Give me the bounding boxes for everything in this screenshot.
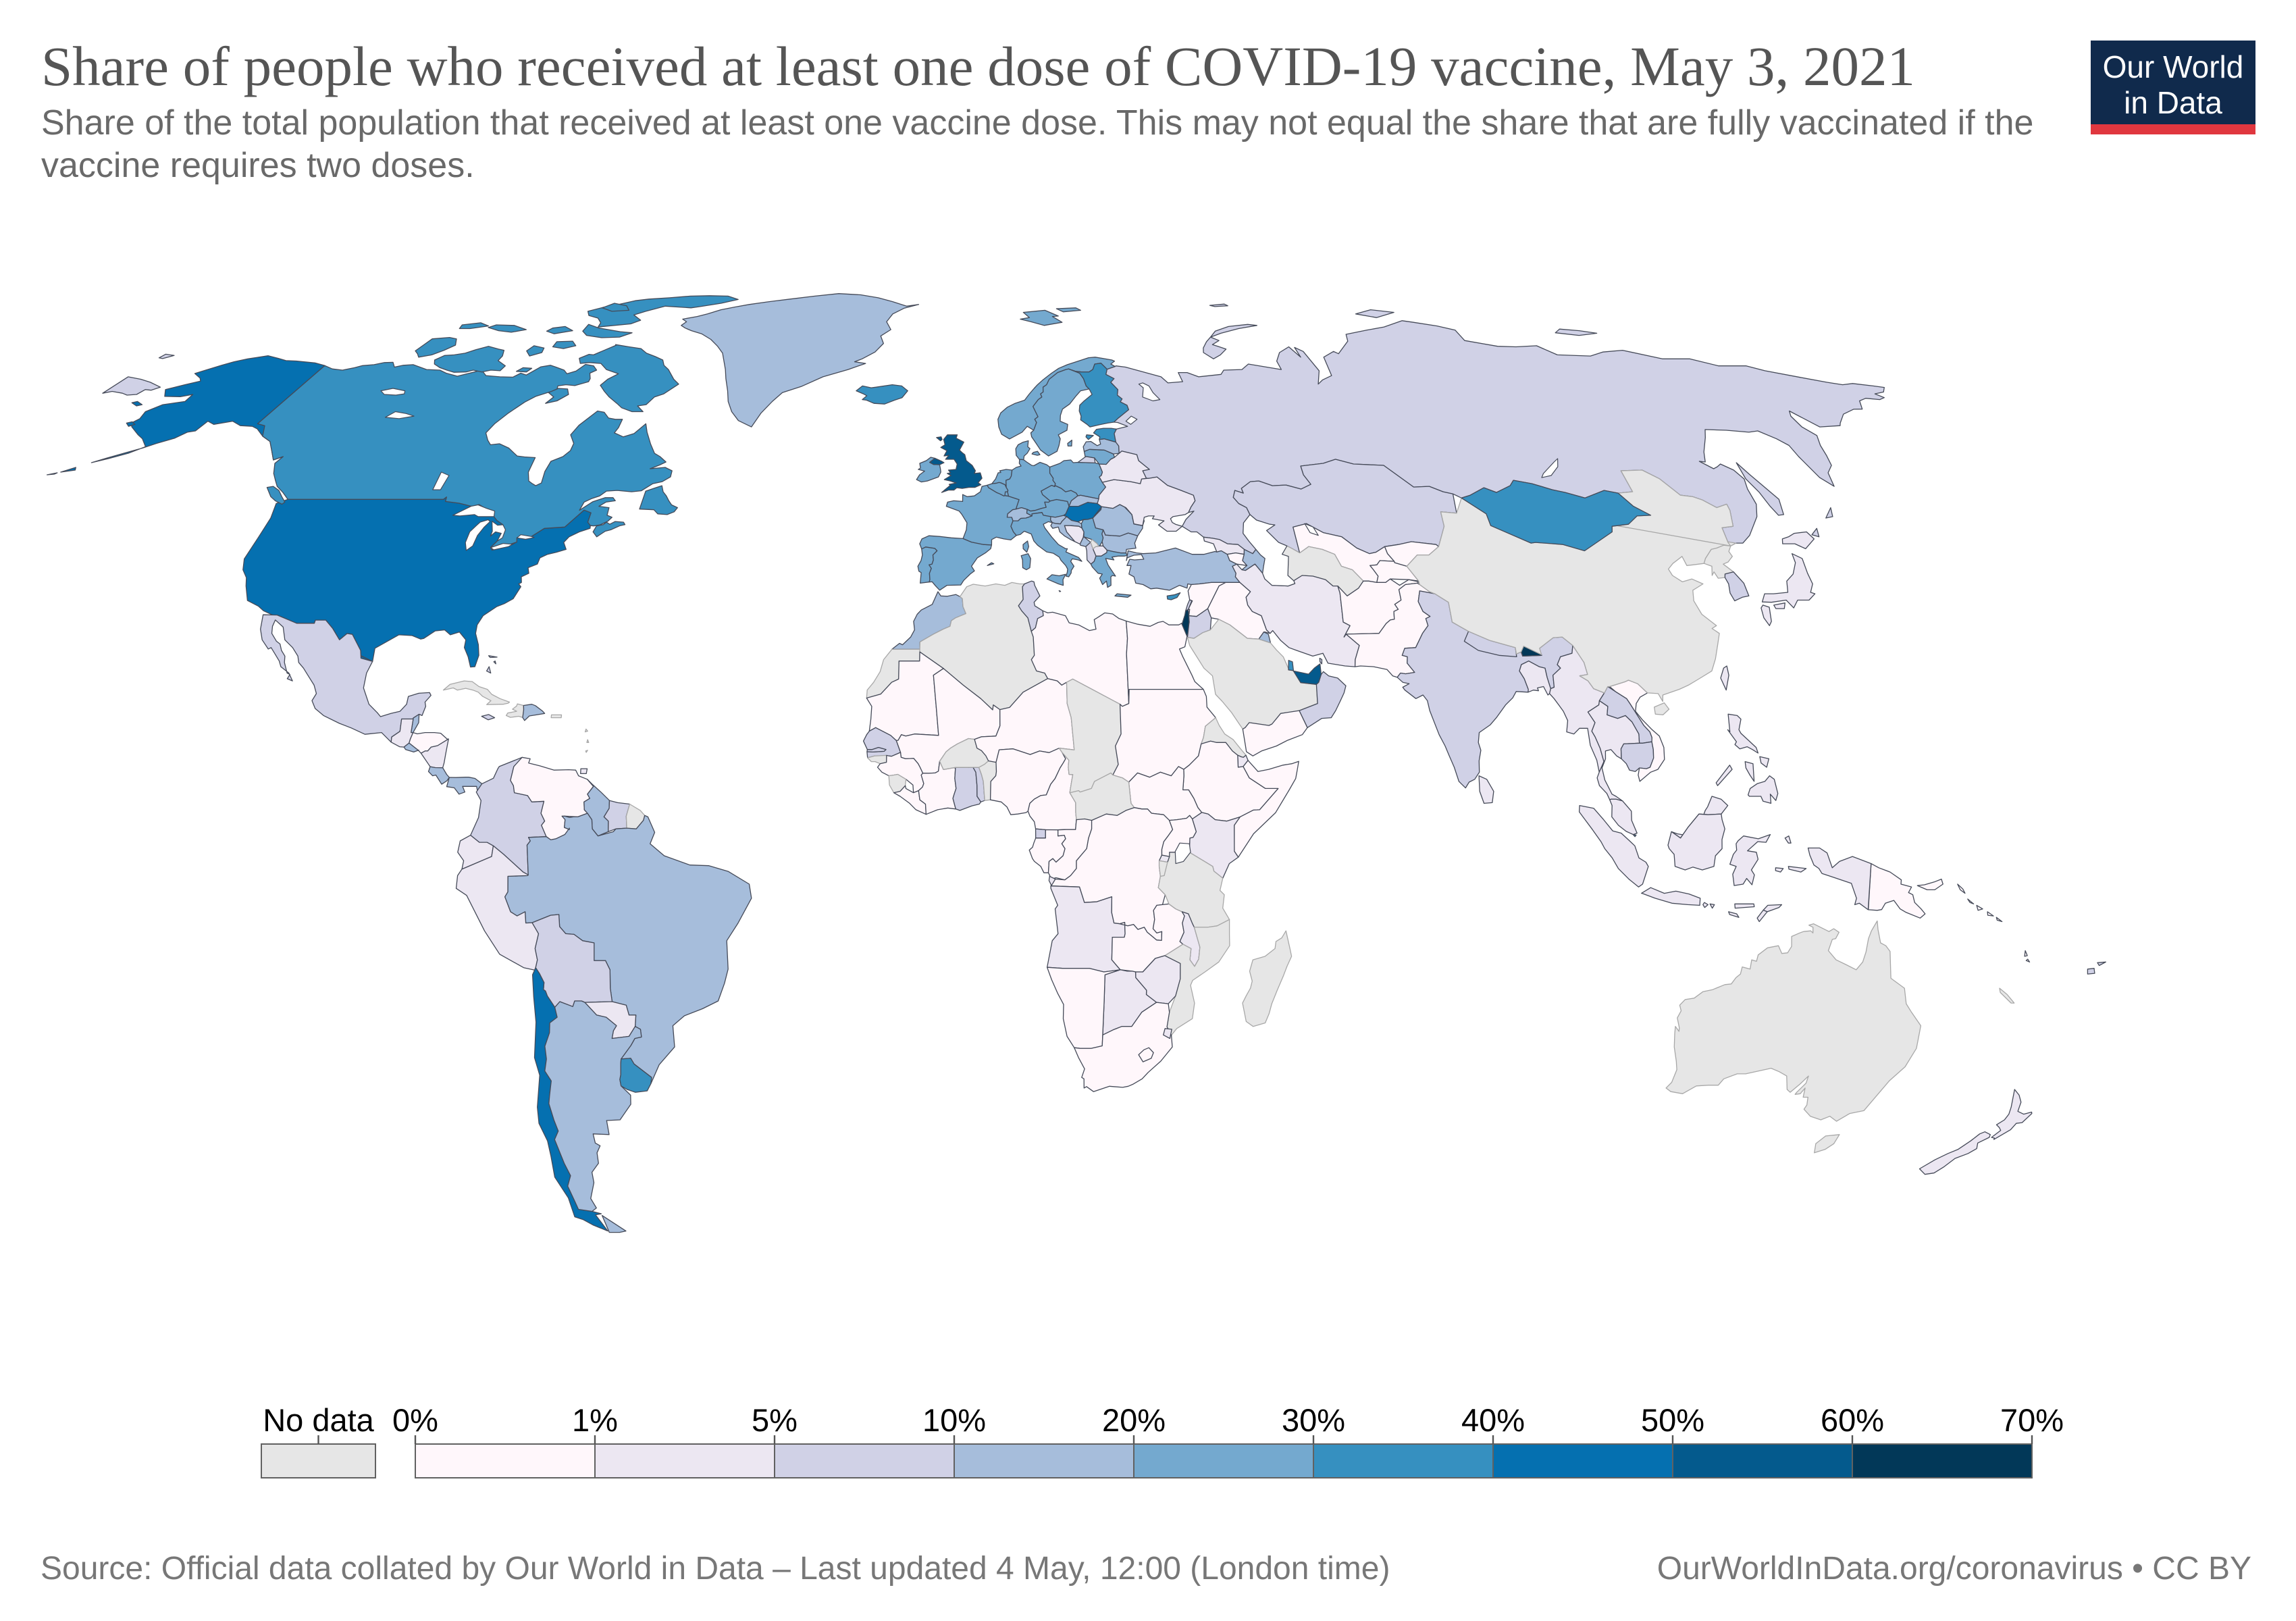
svg-text:30%: 30% xyxy=(1282,1402,1345,1438)
svg-text:50%: 50% xyxy=(1641,1402,1704,1438)
svg-text:10%: 10% xyxy=(922,1402,986,1438)
svg-text:40%: 40% xyxy=(1461,1402,1525,1438)
svg-text:0%: 0% xyxy=(392,1402,438,1438)
svg-text:60%: 60% xyxy=(1821,1402,1884,1438)
svg-text:5%: 5% xyxy=(752,1402,798,1438)
svg-text:70%: 70% xyxy=(2000,1402,2064,1438)
svg-text:No data: No data xyxy=(263,1402,374,1438)
svg-text:1%: 1% xyxy=(572,1402,618,1438)
svg-text:20%: 20% xyxy=(1102,1402,1166,1438)
